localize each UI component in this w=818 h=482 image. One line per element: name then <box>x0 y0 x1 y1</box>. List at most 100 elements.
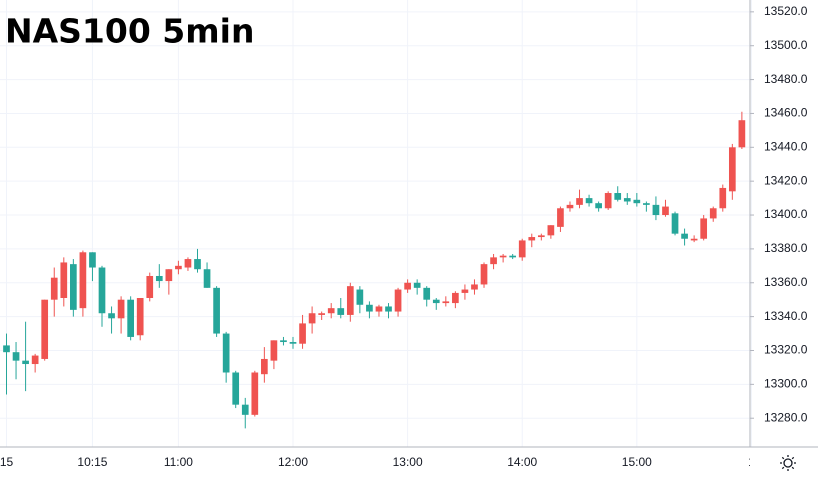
candle-body <box>442 301 450 304</box>
y-tick-label: 13460.0 <box>764 106 808 120</box>
chart-title: NAS100 5min <box>5 12 254 51</box>
candle-body <box>327 308 335 314</box>
candle-body <box>423 287 431 300</box>
candle-body <box>280 340 287 343</box>
candle-body <box>471 284 478 290</box>
x-tick-label: 10:15 <box>77 455 107 469</box>
candle-body <box>213 287 220 334</box>
y-tick-label: 13480.0 <box>764 72 808 86</box>
candle-body <box>346 286 354 315</box>
candle-body <box>175 265 182 270</box>
candle-body <box>518 240 526 258</box>
candle-body <box>31 355 39 365</box>
candle-body <box>576 198 583 205</box>
candle-body <box>22 360 29 365</box>
candle-body <box>117 299 125 319</box>
candle-body <box>270 340 278 361</box>
price-axis: 13280.0 13300.0 13320.0 13340.0 13360.0 13380… <box>750 4 808 424</box>
candle-body <box>537 235 545 238</box>
y-tick-label: 13420.0 <box>764 173 808 187</box>
y-tick-label: 13520.0 <box>764 4 808 18</box>
y-tick-label: 13500.0 <box>764 38 808 52</box>
y-tick-label: 13400.0 <box>764 207 808 221</box>
candle-body <box>60 262 68 298</box>
candle-body <box>585 198 593 204</box>
candle-body <box>194 259 201 270</box>
candle-body <box>499 255 507 258</box>
candle-body <box>432 299 440 304</box>
candle-body <box>652 204 660 216</box>
candle-body <box>308 313 316 324</box>
candles <box>3 111 746 429</box>
candle-body <box>12 352 20 361</box>
candle-body <box>299 323 306 344</box>
candle-body <box>261 358 268 375</box>
grid <box>0 0 752 447</box>
y-tick-label: 13380.0 <box>764 241 808 255</box>
candle-body <box>289 342 297 344</box>
candle-body <box>623 198 631 202</box>
candle-body <box>728 147 736 192</box>
candle-body <box>690 238 698 241</box>
candle-body <box>251 372 259 415</box>
candle-body <box>89 252 96 268</box>
y-tick-label: 13280.0 <box>764 410 808 424</box>
candle-body <box>404 282 411 290</box>
candle-body <box>385 306 392 312</box>
candle-body <box>557 208 564 227</box>
candle-body <box>662 206 669 216</box>
x-tick-label: 11:00 <box>164 455 193 469</box>
candle-body <box>337 308 345 315</box>
candle-body <box>738 120 746 148</box>
candle-body <box>509 255 517 258</box>
candle-body <box>146 275 154 298</box>
candle-body <box>595 203 602 209</box>
candle-body <box>108 313 115 319</box>
candle-body <box>136 298 144 336</box>
candle-body <box>356 289 364 305</box>
settings-icon[interactable] <box>780 455 796 471</box>
x-tick-label: 1 <box>748 455 755 469</box>
x-tick-label: 13:00 <box>393 455 423 469</box>
candle-body <box>566 204 574 209</box>
candle-body <box>98 267 106 314</box>
candle-body <box>643 203 650 205</box>
candle-body <box>127 299 134 337</box>
candle-body <box>709 208 717 219</box>
candle-body <box>3 345 10 353</box>
x-tick-label: 12:00 <box>278 455 308 469</box>
candle-body <box>547 225 555 236</box>
candle-body <box>184 259 192 268</box>
candle-body <box>203 269 211 288</box>
candle-body <box>232 372 240 405</box>
candle-body <box>79 252 87 309</box>
candle-body <box>480 264 488 285</box>
candle-body <box>633 199 641 204</box>
candle-body <box>604 193 612 209</box>
candle-body <box>70 264 77 310</box>
y-tick-label: 13360.0 <box>764 275 808 289</box>
y-tick-label: 13440.0 <box>764 139 808 153</box>
y-tick-label: 13340.0 <box>764 309 808 323</box>
candle-body <box>394 289 402 312</box>
candle-body <box>375 306 383 312</box>
candle-body <box>366 304 373 312</box>
candle-body <box>241 404 249 415</box>
candle-body <box>528 237 536 241</box>
candle-body <box>719 187 727 209</box>
x-tick-label: 14:00 <box>507 455 537 469</box>
y-tick-label: 13320.0 <box>764 343 808 357</box>
candle-body <box>700 218 708 239</box>
time-axis: 15 10:15 11:00 12:00 13:00 14:00 15:00 1 <box>0 455 755 469</box>
y-tick-label: 13300.0 <box>764 377 808 391</box>
x-tick-label: 15 <box>0 455 13 469</box>
candle-body <box>452 292 459 304</box>
candle-body <box>222 333 230 373</box>
x-tick-label: 15:00 <box>622 455 652 469</box>
candle-body <box>461 289 469 293</box>
candle-body <box>671 213 679 234</box>
candle-body <box>614 193 622 200</box>
candle-body <box>165 269 173 282</box>
candle-body <box>50 277 58 300</box>
candle-body <box>155 275 163 282</box>
